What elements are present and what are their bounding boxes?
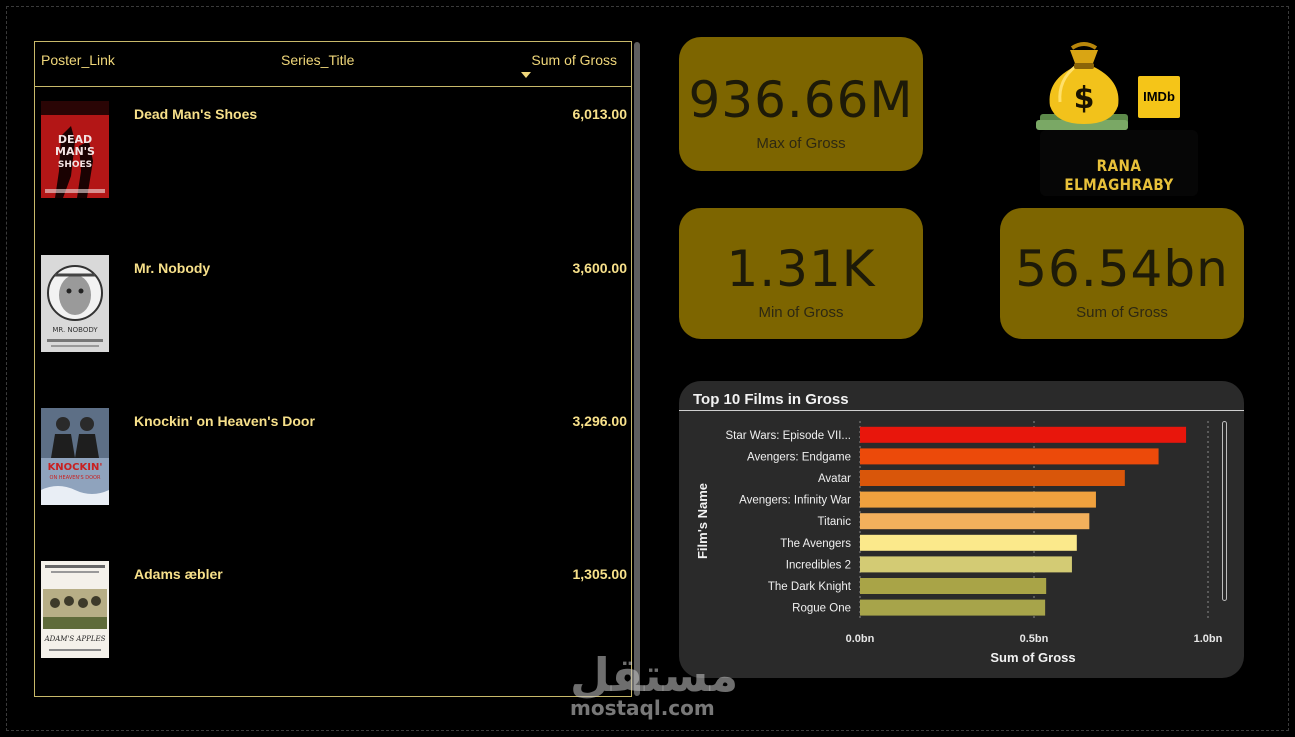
poster-image: ADAM'S APPLES [41,561,109,658]
y-tick-label: Star Wars: Episode VII... [726,430,851,442]
column-header-poster-link[interactable]: Poster_Link [41,52,115,68]
table-row[interactable]: MR. NOBODY Mr. Nobody 3,600.00 [35,242,631,392]
film-gross: 3,296.00 [572,413,628,429]
y-tick-label: Avatar [818,473,851,485]
column-header-sum-of-gross[interactable]: Sum of Gross [531,52,617,68]
table-header: Poster_Link Series_Title Sum of Gross [35,42,631,87]
y-tick-label: The Avengers [780,538,851,550]
films-table[interactable]: Poster_Link Series_Title Sum of Gross DE… [34,41,632,697]
y-tick-label: Titanic [818,516,852,528]
money-bag-icon: $ [1036,40,1132,135]
imdb-badge: IMDb [1138,76,1180,118]
bar[interactable] [860,513,1090,530]
poster-image: MR. NOBODY [41,255,109,352]
svg-text:KNOCKIN': KNOCKIN' [48,462,103,473]
sort-descending-icon[interactable] [521,72,531,78]
y-tick-label: Avengers: Endgame [747,451,851,463]
film-gross: 3,600.00 [572,260,628,276]
table-scrollbar[interactable] [634,42,640,696]
y-axis-label: Film's Name [695,483,710,559]
x-axis-label: Sum of Gross [990,650,1075,665]
chart-title: Top 10 Films in Gross [693,391,849,408]
film-title: Knockin' on Heaven's Door [134,413,315,429]
y-tick-label: Avengers: Infinity War [739,495,851,507]
film-title: Dead Man's Shoes [134,106,258,122]
x-tick-label: 1.0bn [1194,633,1223,645]
report-canvas-border [6,6,1289,731]
poster-image: KNOCKIN' ON HEAVEN'S DOOR [41,408,109,505]
sum-gross-card[interactable]: 56.54bn Sum of Gross [1000,208,1244,339]
film-gross: 1,305.00 [572,566,628,582]
table-row[interactable]: DEAD MAN'S SHOES Dead Man's Shoes 6,013.… [35,88,631,238]
top-films-chart[interactable]: Top 10 Films in Gross Star Wars: Episode… [679,381,1244,678]
min-gross-label: Min of Gross [758,304,844,321]
svg-text:SHOES: SHOES [58,160,92,170]
min-gross-value: 1.31K [726,240,876,298]
bar[interactable] [860,578,1047,594]
bar[interactable] [860,426,1187,443]
chart-title-divider [679,410,1244,411]
mostaql-watermark: مستقل mostaql.com [566,648,746,723]
bar[interactable] [860,448,1159,465]
y-tick-label: The Dark Knight [768,581,852,593]
bar-chart-plot: Star Wars: Episode VII... Avengers: Endga… [695,421,1223,665]
svg-text:DEAD: DEAD [58,133,92,146]
poster-image: DEAD MAN'S SHOES [41,101,109,198]
bar[interactable] [860,599,1046,616]
chart-scrollbar[interactable] [1222,421,1227,601]
x-tick-label: 0.0bn [846,633,875,645]
min-gross-card[interactable]: 1.31K Min of Gross [679,208,923,339]
author-name: RANA ELMAGHRABY [1064,156,1174,194]
table-row[interactable]: KNOCKIN' ON HEAVEN'S DOOR Knockin' on He… [35,395,631,545]
bar[interactable] [860,470,1125,486]
svg-text:ADAM'S APPLES: ADAM'S APPLES [44,635,106,643]
max-gross-card[interactable]: 936.66M Max of Gross [679,37,923,171]
name-plate: RANA ELMAGHRABY [1040,130,1198,196]
y-tick-label: Incredibles 2 [786,559,851,571]
sum-gross-value: 56.54bn [1015,240,1229,298]
bar[interactable] [860,556,1072,573]
bar[interactable] [860,491,1096,508]
x-tick-label: 0.5bn [1020,633,1049,645]
svg-text:MAN'S: MAN'S [55,145,95,158]
film-title: Adams æbler [134,566,223,582]
sum-gross-label: Sum of Gross [1076,304,1168,321]
svg-text:ON HEAVEN'S DOOR: ON HEAVEN'S DOOR [50,475,101,481]
column-header-series-title[interactable]: Series_Title [281,52,355,68]
film-title: Mr. Nobody [134,260,211,276]
watermark-latin: mostaql.com [570,696,715,720]
y-tick-label: Rogue One [792,603,851,615]
table-row[interactable]: ADAM'S APPLES Adams æbler 1,305.00 [35,548,631,698]
film-gross: 6,013.00 [572,106,628,122]
bar[interactable] [860,534,1077,551]
svg-text:$: $ [1074,81,1095,116]
svg-text:MR. NOBODY: MR. NOBODY [52,326,98,334]
watermark-arabic: مستقل [570,648,739,702]
brand-logo: $ IMDb RANA ELMAGHRABY [1034,40,1204,200]
max-gross-value: 936.66M [688,71,914,129]
max-gross-label: Max of Gross [756,135,846,152]
